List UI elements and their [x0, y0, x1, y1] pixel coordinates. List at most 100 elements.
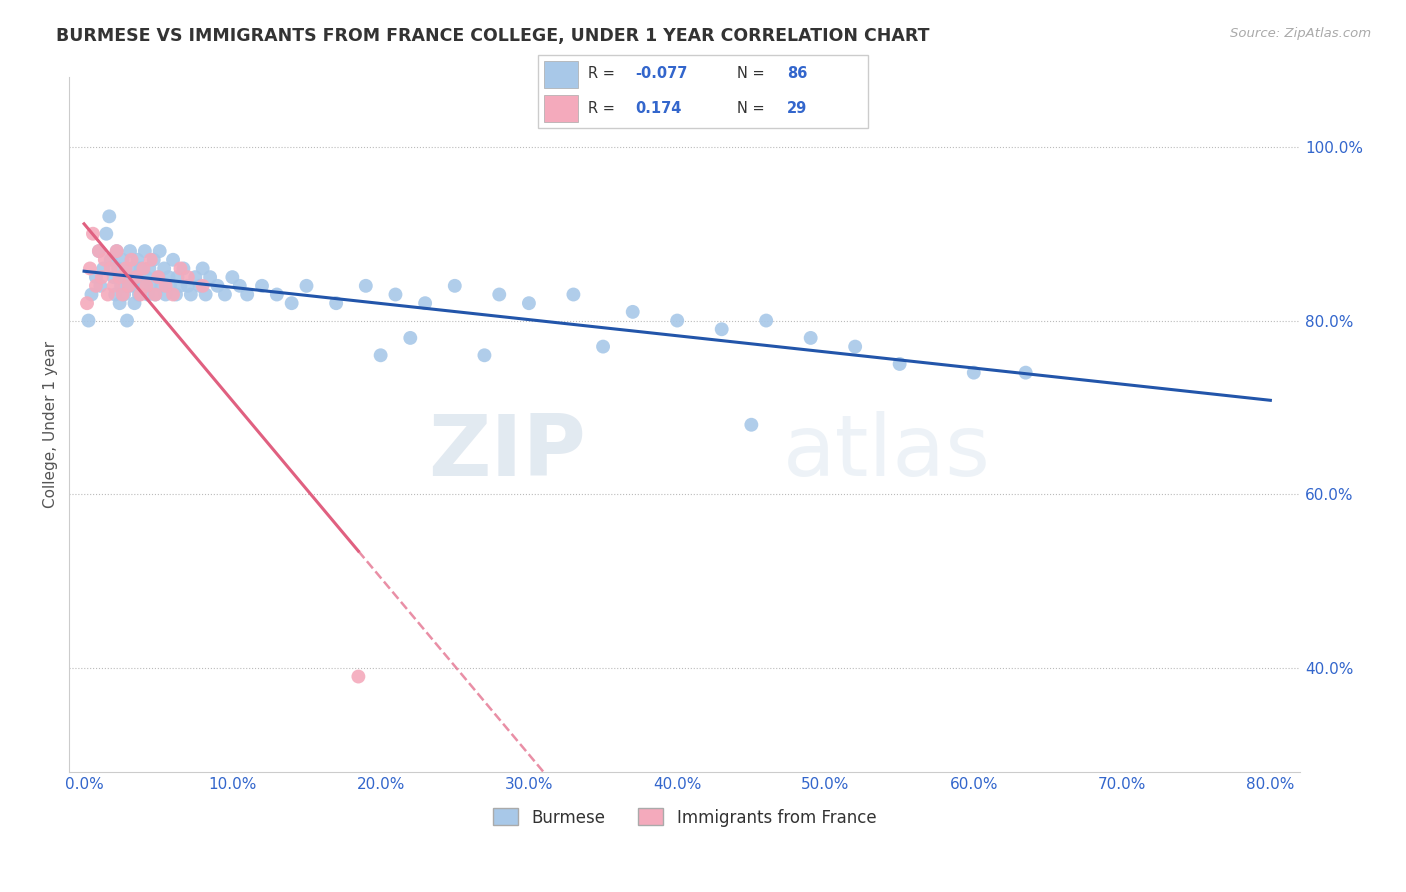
Point — [89, 278, 111, 293]
Point — [142, 252, 165, 267]
Point — [184, 270, 207, 285]
Point — [118, 244, 141, 258]
Point — [153, 261, 176, 276]
Point — [280, 296, 302, 310]
Text: BURMESE VS IMMIGRANTS FROM FRANCE COLLEGE, UNDER 1 YEAR CORRELATION CHART: BURMESE VS IMMIGRANTS FROM FRANCE COLLEG… — [56, 27, 929, 45]
Point — [172, 261, 194, 276]
Point — [100, 252, 122, 267]
Point — [134, 244, 156, 258]
Point — [76, 296, 98, 310]
Point — [112, 287, 135, 301]
Point — [139, 278, 162, 293]
Point — [169, 261, 191, 276]
Point — [114, 270, 136, 285]
Point — [96, 227, 118, 241]
Point — [129, 261, 152, 276]
Point — [347, 669, 370, 683]
Point — [148, 270, 170, 285]
Point — [77, 313, 100, 327]
Point — [111, 252, 134, 267]
Point — [177, 270, 200, 285]
Point — [80, 287, 103, 301]
Point — [132, 261, 155, 276]
Point — [121, 261, 143, 276]
Point — [105, 244, 128, 258]
Point — [250, 278, 273, 293]
Point — [108, 270, 131, 285]
Point — [97, 287, 120, 301]
Point — [488, 287, 510, 301]
Legend: Burmese, Immigrants from France: Burmese, Immigrants from France — [486, 802, 883, 833]
Point — [562, 287, 585, 301]
Point — [100, 261, 122, 276]
Point — [136, 287, 159, 301]
Point — [188, 278, 211, 293]
Point — [963, 366, 986, 380]
Point — [79, 261, 101, 276]
Point — [191, 261, 214, 276]
Bar — [544, 62, 578, 87]
Point — [150, 278, 173, 293]
Point — [125, 270, 148, 285]
Point — [155, 278, 177, 293]
Point — [236, 287, 259, 301]
Text: Source: ZipAtlas.com: Source: ZipAtlas.com — [1230, 27, 1371, 40]
Point — [180, 287, 202, 301]
Point — [443, 278, 465, 293]
Point — [105, 244, 128, 258]
Point — [194, 287, 217, 301]
Point — [592, 340, 614, 354]
Point — [91, 261, 114, 276]
Point — [103, 278, 125, 293]
Point — [84, 278, 107, 293]
Point — [94, 252, 117, 267]
Point — [122, 278, 145, 293]
Point — [413, 296, 436, 310]
Point — [157, 270, 180, 285]
Point — [117, 278, 139, 293]
Point — [755, 313, 778, 327]
Point — [517, 296, 540, 310]
Point — [139, 252, 162, 267]
Point — [125, 270, 148, 285]
Text: N =: N = — [737, 67, 765, 81]
Point — [198, 270, 221, 285]
Text: -0.077: -0.077 — [636, 67, 688, 81]
Point — [124, 296, 146, 310]
Point — [162, 287, 184, 301]
Text: 86: 86 — [787, 67, 807, 81]
Text: ZIP: ZIP — [429, 411, 586, 494]
Point — [710, 322, 733, 336]
Point — [844, 340, 866, 354]
Point — [104, 287, 127, 301]
Point — [800, 331, 823, 345]
Point — [221, 270, 243, 285]
Point — [143, 287, 166, 301]
Point — [138, 261, 160, 276]
Point — [127, 252, 149, 267]
Point — [169, 278, 191, 293]
Y-axis label: College, Under 1 year: College, Under 1 year — [44, 341, 58, 508]
Point — [98, 210, 121, 224]
Point — [325, 296, 347, 310]
Point — [148, 270, 170, 285]
Point — [1015, 366, 1038, 380]
Text: R =: R = — [588, 101, 616, 116]
Point — [177, 278, 200, 293]
Point — [82, 227, 104, 241]
Point — [135, 270, 157, 285]
Point — [207, 278, 229, 293]
Point — [740, 417, 762, 432]
Point — [384, 287, 406, 301]
Point — [107, 261, 129, 276]
Point — [115, 313, 138, 327]
Point — [166, 270, 188, 285]
Point — [295, 278, 318, 293]
Text: 0.174: 0.174 — [636, 101, 682, 116]
Point — [214, 287, 236, 301]
Point — [889, 357, 911, 371]
Text: R =: R = — [588, 67, 616, 81]
Point — [129, 287, 152, 301]
Point — [149, 244, 172, 258]
Point — [110, 278, 132, 293]
